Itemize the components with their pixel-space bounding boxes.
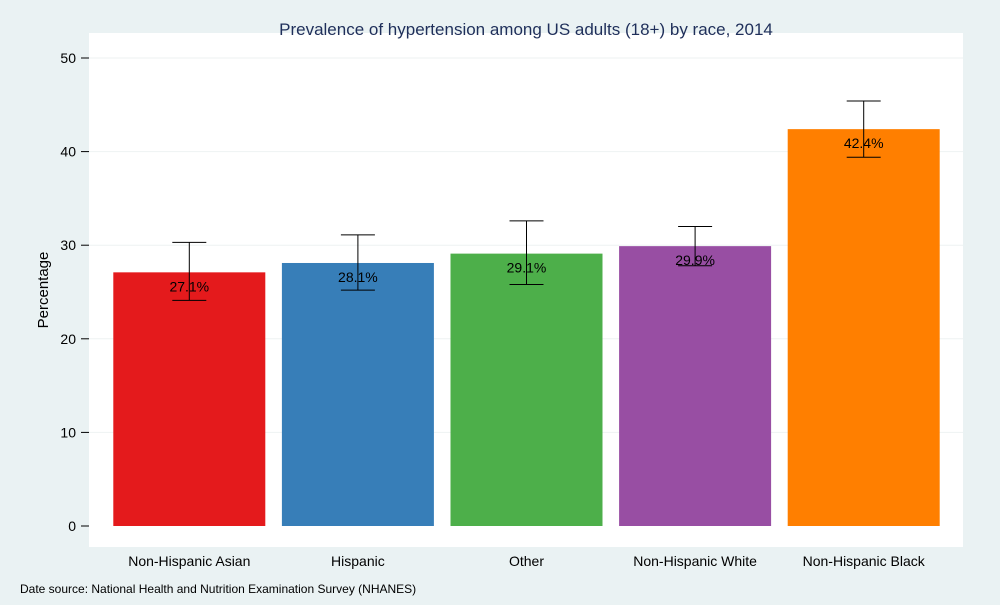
bar-hispanic [281,262,434,526]
bar-non-hispanic-black [787,129,940,527]
bar-other [450,253,603,526]
error-bars [172,100,881,301]
y-axis: 0 10 20 30 40 50 [60,50,89,534]
chart-title: Prevalence of hypertension among US adul… [279,20,773,39]
x-tick-label: Hispanic [331,553,385,569]
y-tick-label: 0 [68,518,76,534]
bars [113,129,940,527]
bar-non-hispanic-white [619,246,772,527]
value-label: 28.1% [338,269,378,285]
bar-non-hispanic-asian [113,272,266,526]
value-label: 29.1% [507,260,547,276]
value-label: 42.4% [844,135,884,151]
x-tick-label: Non-Hispanic White [633,553,757,569]
x-tick-label: Non-Hispanic Black [803,553,926,569]
y-tick-label: 30 [60,237,76,253]
y-tick-label: 50 [60,50,76,66]
y-axis-label: Percentage [35,252,52,329]
x-tick-label: Non-Hispanic Asian [128,553,250,569]
y-tick-label: 40 [60,144,76,160]
x-axis-tick-labels: Non-Hispanic Asian Hispanic Other Non-Hispa… [128,553,926,569]
source-note: Date source: National Health and Nutriti… [20,582,416,596]
value-labels: 27.1% 28.1% 29.1% 29.9% 42.4% [169,135,883,294]
value-label: 27.1% [169,278,209,294]
y-tick-label: 10 [60,424,76,440]
y-tick-label: 20 [60,331,76,347]
x-tick-label: Other [509,553,544,569]
value-label: 29.9% [675,252,715,268]
